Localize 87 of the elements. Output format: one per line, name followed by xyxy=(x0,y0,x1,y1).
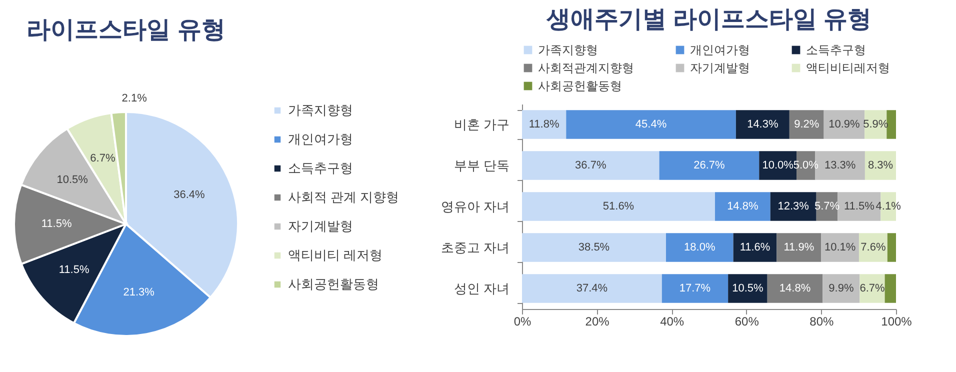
legend-label: 사회적관계지향형 xyxy=(538,61,634,75)
data-label: 14.3% xyxy=(747,118,778,130)
data-label: 51.6% xyxy=(602,200,634,212)
bar xyxy=(736,110,790,139)
x-tick-label: 80% xyxy=(810,314,834,328)
bar xyxy=(566,110,736,139)
legend-label: 사회적 관계 지향형 xyxy=(288,190,400,204)
y-tick-label: 초중고 자녀 xyxy=(440,240,510,255)
data-label: 10.5% xyxy=(56,174,88,186)
x-tick-label: 20% xyxy=(585,314,610,328)
x-tick-label: 100% xyxy=(881,314,912,328)
data-label: 12.3% xyxy=(778,200,810,212)
y-tick-label: 비혼 가구 xyxy=(454,117,510,132)
bar xyxy=(733,233,777,262)
legend-label: 개인여가형 xyxy=(288,132,353,146)
bar xyxy=(522,192,715,221)
bar xyxy=(884,274,896,303)
bar xyxy=(887,233,896,262)
data-label: 13.3% xyxy=(824,160,856,172)
bar xyxy=(728,274,768,303)
data-label: 17.7% xyxy=(679,282,711,294)
bar xyxy=(864,151,896,180)
x-tick-label: 40% xyxy=(660,314,684,328)
data-label: 10.0% xyxy=(762,160,794,172)
y-tick-label: 영유아 자녀 xyxy=(440,199,510,214)
data-label: 10.5% xyxy=(732,282,764,294)
legend-label: 자기계발형 xyxy=(288,218,353,234)
bar xyxy=(662,274,728,303)
bar xyxy=(522,151,660,180)
legend-label: 사회공헌활동형 xyxy=(288,276,379,292)
bar xyxy=(714,192,770,221)
data-label: 11.5% xyxy=(844,200,875,212)
data-label: 11.5% xyxy=(58,264,90,276)
legend-label: 개인여가형 xyxy=(690,43,750,57)
data-label: 8.3% xyxy=(868,160,894,172)
data-label: 37.4% xyxy=(576,282,608,294)
legend-label: 사회공헌활동형 xyxy=(538,79,622,93)
legend-label: 자기계발형 xyxy=(690,61,750,75)
legend-label: 액티비티레저형 xyxy=(806,61,890,75)
data-label: 38.5% xyxy=(578,242,610,254)
legend-label: 가족지향형 xyxy=(288,102,353,118)
data-label: 11.8% xyxy=(528,118,560,130)
x-tick-label: 60% xyxy=(734,314,760,328)
y-tick-label: 성인 자녀 xyxy=(454,281,510,296)
legend-label: 소득추구형 xyxy=(806,43,866,57)
data-label: 11.5% xyxy=(41,218,72,230)
chart-title: 라이프스타일 유형 xyxy=(26,16,226,44)
legend-label: 액티비티 레저형 xyxy=(288,248,383,262)
data-label: 6.7% xyxy=(860,282,886,294)
data-label: 6.7% xyxy=(90,152,116,165)
data-label: 4.1% xyxy=(876,200,902,212)
data-label: 36.7% xyxy=(575,160,606,172)
data-label: 10.9% xyxy=(828,118,860,130)
bar xyxy=(522,233,666,262)
data-label: 18.0% xyxy=(684,242,716,254)
bar xyxy=(522,274,662,303)
data-label: 10.1% xyxy=(824,242,856,254)
bar xyxy=(789,110,824,139)
data-label: 9.9% xyxy=(828,282,854,294)
bar xyxy=(770,192,816,221)
data-label: 21.3% xyxy=(123,286,155,298)
bar xyxy=(776,233,822,262)
bar xyxy=(659,151,760,180)
legend-label: 소득추구형 xyxy=(288,160,353,176)
bar xyxy=(767,274,823,303)
data-label: 14.8% xyxy=(727,200,758,212)
data-label: 11.6% xyxy=(740,242,770,254)
bar xyxy=(860,274,885,303)
data-label: 2.1% xyxy=(122,92,148,104)
legend-label: 가족지향형 xyxy=(538,43,598,57)
bar xyxy=(824,110,865,139)
x-tick-label: 0% xyxy=(514,314,532,328)
data-label: 11.9% xyxy=(784,242,814,254)
bar xyxy=(886,110,896,139)
data-label: 45.4% xyxy=(635,118,667,130)
chart-title: 생애주기별 라이프스타일 유형 xyxy=(545,6,872,33)
y-tick-label: 부부 단독 xyxy=(454,158,510,173)
data-label: 9.2% xyxy=(794,118,820,130)
bar xyxy=(666,233,734,262)
data-label: 14.8% xyxy=(779,282,811,294)
bar xyxy=(858,233,888,262)
bar xyxy=(822,274,860,303)
data-label: 26.7% xyxy=(694,160,725,172)
data-label: 7.6% xyxy=(860,242,886,254)
data-label: 36.4% xyxy=(174,189,206,202)
bar xyxy=(821,233,859,262)
bar xyxy=(522,110,566,139)
